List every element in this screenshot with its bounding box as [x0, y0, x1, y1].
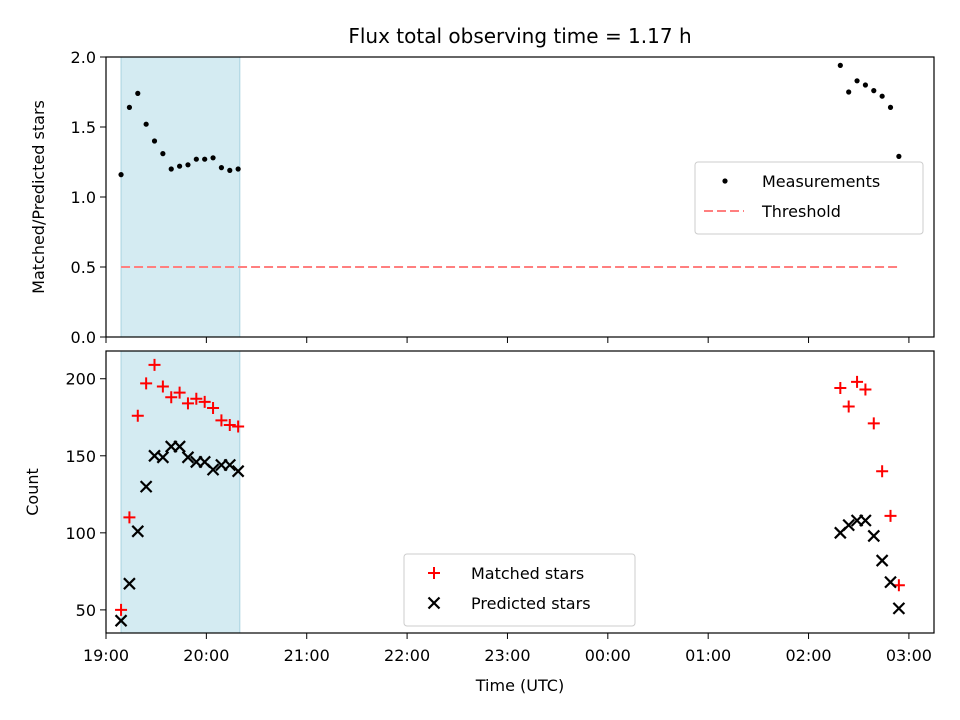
matched-star-point — [198, 395, 211, 408]
predicted-star-point — [875, 554, 889, 567]
chart-title: Flux total observing time = 1.17 h — [348, 24, 691, 48]
legend-label: Measurements — [762, 172, 880, 191]
measurement-point — [854, 78, 860, 84]
matched-star-point — [876, 465, 889, 478]
axes-frame — [105, 56, 935, 338]
matched-star-point — [181, 397, 194, 410]
measurement-point — [846, 89, 852, 95]
matched-star-point — [173, 386, 186, 399]
matched-star-point — [131, 409, 144, 422]
predicted-star-point — [139, 480, 153, 493]
matched-star-point — [190, 392, 203, 405]
x-tick-label: 20:00 — [183, 646, 229, 665]
legend-label: Matched stars — [471, 564, 584, 583]
matched-star-point — [165, 391, 178, 404]
measurement-point — [871, 88, 877, 94]
predicted-star-point — [892, 602, 906, 615]
measurement-point — [135, 90, 141, 96]
predicted-star-point — [842, 518, 855, 532]
observing-span-shade — [120, 56, 241, 338]
x-tick-label: 02:00 — [785, 646, 831, 665]
measurement-point — [168, 166, 174, 172]
measurement-point — [193, 156, 199, 162]
matched-star-point — [867, 417, 880, 430]
x-tick-label: 21:00 — [284, 646, 330, 665]
measurement-point — [210, 155, 216, 161]
matched-star-point — [148, 358, 161, 371]
y-axis-label: Count — [23, 468, 42, 516]
predicted-star-point — [173, 440, 186, 453]
matched-star-point — [115, 603, 128, 616]
bottom-panel: 50 100 150 200 19:00 20:00 21:00 22:00 23:00 00:0… — [23, 350, 935, 695]
predicted-star-point — [131, 525, 145, 538]
measurement-point — [118, 172, 124, 178]
legend-predicted-swatch — [427, 596, 441, 610]
y-tick-label: 100 — [65, 524, 96, 543]
predicted-star-point — [181, 451, 195, 464]
legend-matched-swatch — [428, 567, 440, 579]
matched-star-point — [884, 509, 897, 522]
measurement-point — [151, 138, 158, 144]
legend-box — [694, 161, 924, 235]
predicted-star-point — [114, 614, 128, 627]
measurement-point — [143, 121, 149, 127]
y-tick-label: 1.0 — [71, 188, 96, 207]
measurement-point — [896, 153, 902, 159]
matched-star-point — [232, 420, 245, 433]
measurement-point — [837, 62, 843, 68]
measurement-point — [235, 166, 241, 172]
matched-star-point — [207, 402, 220, 415]
matched-star-point — [140, 377, 153, 390]
y-tick-label: 0.0 — [71, 328, 96, 347]
predicted-star-point — [206, 463, 220, 476]
x-tick-label: 19:00 — [83, 646, 129, 665]
legend-box — [403, 553, 636, 627]
predicted-star-point — [223, 458, 237, 472]
x-tick-label: 03:00 — [886, 646, 932, 665]
y-tick-label: 50 — [76, 601, 96, 620]
y-tick-label: 1.5 — [71, 118, 96, 137]
predicted-star-point — [867, 529, 881, 543]
matched-star-point — [156, 380, 169, 393]
measurement-point — [218, 165, 225, 171]
x-axis-label: Time (UTC) — [475, 676, 564, 695]
y-tick-label: 2.0 — [71, 48, 96, 67]
x-tick-label: 22:00 — [384, 646, 430, 665]
measurement-point — [227, 167, 233, 173]
matched-star-point — [859, 383, 872, 396]
x-tick-label: 01:00 — [685, 646, 731, 665]
measurement-point — [202, 156, 208, 162]
top-panel: 0.0 0.5 1.0 1.5 2.0 Matched/Predicted stars Me… — [29, 48, 935, 347]
matched-star-point — [834, 381, 847, 394]
predicted-star-point — [231, 464, 245, 478]
x-tick-label: 00:00 — [585, 646, 631, 665]
matched-star-point — [842, 400, 855, 413]
measurement-point — [160, 151, 166, 157]
predicted-star-point — [859, 514, 872, 527]
matched-star-point — [223, 418, 236, 431]
measurement-point — [879, 93, 885, 99]
measurement-point — [862, 82, 869, 88]
y-tick-label: 200 — [65, 370, 96, 389]
matched-star-point — [215, 414, 228, 427]
x-tick-label: 23:00 — [484, 646, 530, 665]
predicted-star-point — [884, 575, 897, 589]
measurement-point — [185, 162, 191, 168]
y-tick-label: 150 — [65, 447, 96, 466]
legend-label: Threshold — [761, 202, 841, 221]
y-axis-label: Matched/Predicted stars — [29, 100, 48, 294]
predicted-star-point — [123, 577, 136, 590]
measurement-point — [177, 163, 183, 169]
measurement-point — [887, 104, 894, 110]
y-tick-label: 0.5 — [71, 258, 96, 277]
matched-star-point — [851, 375, 864, 388]
matched-star-point — [123, 511, 136, 524]
measurement-point — [126, 104, 133, 110]
predicted-star-point — [156, 451, 170, 464]
legend-measurement-swatch — [722, 178, 728, 184]
axes-frame — [105, 350, 935, 634]
legend-label: Predicted stars — [471, 594, 591, 613]
